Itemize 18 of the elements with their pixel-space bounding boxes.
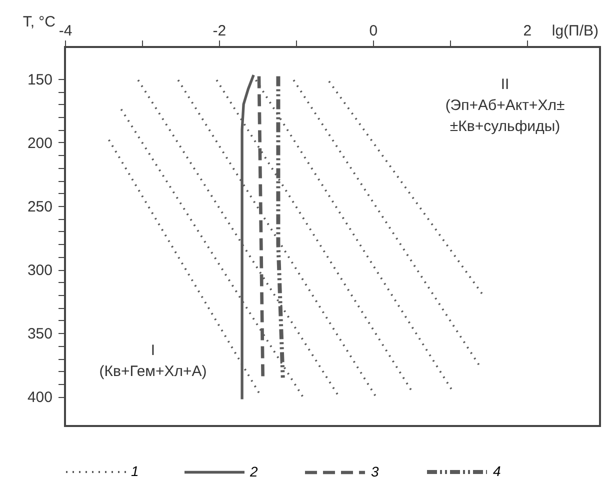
y-tick-label: 150 <box>27 71 52 88</box>
y-tick-label: 200 <box>27 134 52 152</box>
y-tick-label: 400 <box>27 389 52 406</box>
y-tick-label: 350 <box>27 326 52 343</box>
legend-label: 3 <box>371 464 379 480</box>
legend-label: 4 <box>493 463 501 479</box>
x-tick-label: -2 <box>212 22 226 40</box>
legend-label: 1 <box>131 463 139 479</box>
annotation: I (Кв+Гем+Хл+А) <box>99 342 207 380</box>
x-axis-title: lg(П/В) <box>552 22 598 40</box>
annotation: II (Эп+Аб+Акт+Хл± ±Кв+сульфиды) <box>445 76 565 135</box>
x-tick-label: 2 <box>523 22 532 40</box>
y-tick-label: 300 <box>27 262 52 280</box>
y-tick-label: 250 <box>27 198 52 216</box>
x-tick-label: -4 <box>58 22 72 40</box>
x-tick-label: 0 <box>369 22 378 40</box>
y-axis-title: T, °C <box>22 14 56 30</box>
legend-label: 2 <box>249 463 258 480</box>
